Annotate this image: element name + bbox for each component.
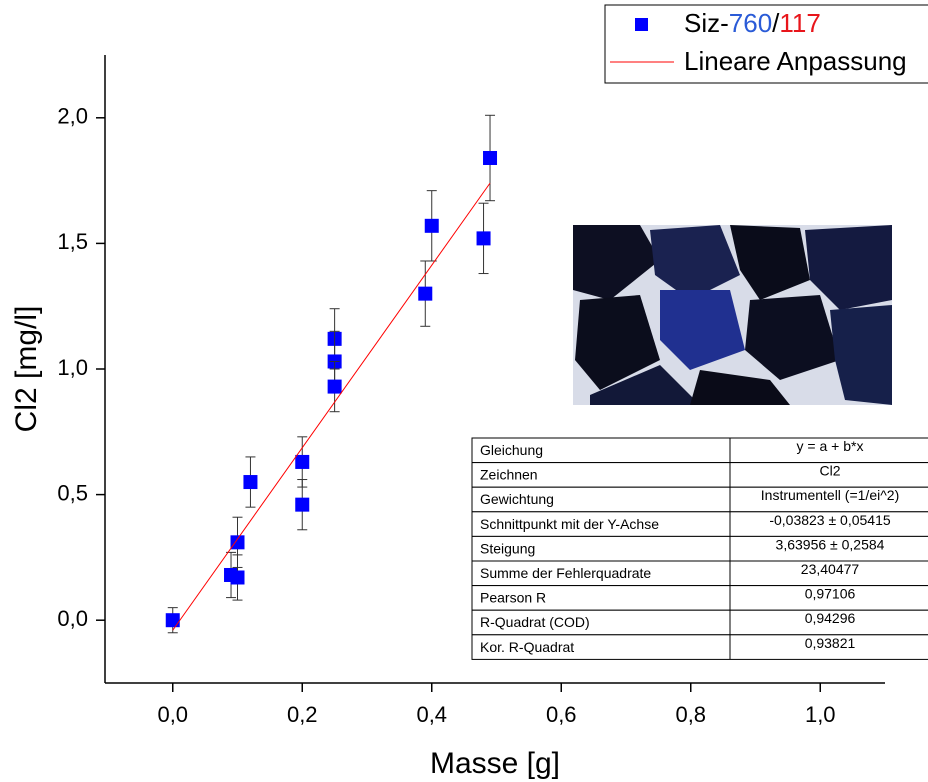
y-axis-label: Cl2 [mg/l]: [10, 306, 43, 433]
x-tick-label: 0,0: [157, 702, 188, 727]
x-tick-label: 0,4: [416, 702, 447, 727]
point: [424, 218, 439, 233]
y-tick-label: 0,5: [57, 480, 88, 505]
y-tick-label: 1,5: [57, 229, 88, 254]
point: [295, 497, 310, 512]
table-cell: 0,97106: [805, 586, 856, 602]
legend-label-part: 760: [729, 8, 772, 38]
y-tick-label: 1,0: [57, 355, 88, 380]
legend-label-part: 117: [779, 8, 820, 38]
legend: [604, 4, 928, 84]
table-cell: Steigung: [480, 540, 535, 556]
table-cell: y = a + b*x: [797, 438, 864, 454]
table-cell: 23,40477: [801, 561, 860, 577]
x-tick-label: 0,8: [675, 702, 706, 727]
table-cell: Gleichung: [480, 442, 543, 458]
legend-label-part: Siz-: [684, 8, 729, 38]
table-row: [471, 535, 928, 562]
x-tick-label: 0,2: [287, 702, 318, 727]
table-row: [471, 511, 928, 537]
table-cell: 0,94296: [805, 610, 856, 626]
table-cell: Kor. R-Quadrat: [480, 639, 574, 655]
table-cell: 3,63956 ± 0,2584: [776, 536, 885, 552]
y-tick-label: 0,0: [57, 606, 88, 631]
point: [418, 286, 433, 301]
table-cell: Instrumentell (=1/ei^2): [761, 487, 899, 503]
point: [230, 570, 245, 585]
legend-label: Siz-760/117: [684, 8, 821, 38]
legend-label-part: /: [772, 8, 780, 38]
legend-box: [604, 4, 928, 84]
table-row: [471, 462, 928, 488]
table-cell: Pearson R: [480, 590, 546, 606]
legend-marker-swatch: [635, 18, 648, 31]
point: [476, 231, 491, 246]
table-row: [471, 585, 928, 611]
table-cell: Gewichtung: [480, 491, 554, 507]
table-cell: R-Quadrat (COD): [480, 614, 590, 630]
table-cell: Schnittpunkt mit der Y-Achse: [480, 516, 659, 532]
point: [230, 535, 245, 550]
x-axis-label: Masse [g]: [430, 747, 560, 780]
table-row: [471, 609, 928, 636]
inset-photo: [573, 225, 892, 405]
table-row: [471, 560, 928, 587]
x-tick-label: 0,6: [546, 702, 577, 727]
legend-label: Lineare Anpassung: [684, 46, 907, 76]
table-cell: Zeichnen: [480, 467, 538, 483]
table-row: [471, 486, 928, 513]
table-cell: -0,03823 ± 0,05415: [769, 512, 891, 528]
y-tick-label: 2,0: [57, 104, 88, 129]
fit-line: [172, 182, 491, 631]
point: [483, 150, 498, 165]
x-tick-label: 1,0: [805, 702, 836, 727]
table-cell: Cl2: [819, 463, 840, 479]
point: [327, 379, 342, 394]
point: [165, 613, 180, 628]
fit-table: Gleichung y = a + b*x Zeichnen Cl2 Gewichtun…: [471, 437, 928, 660]
table-cell: 0,93821: [805, 635, 856, 651]
table-cell: Summe der Fehlerquadrate: [480, 565, 651, 581]
table-row: [471, 634, 928, 660]
point: [295, 454, 310, 469]
table-row: [471, 437, 928, 464]
point: [243, 475, 258, 490]
